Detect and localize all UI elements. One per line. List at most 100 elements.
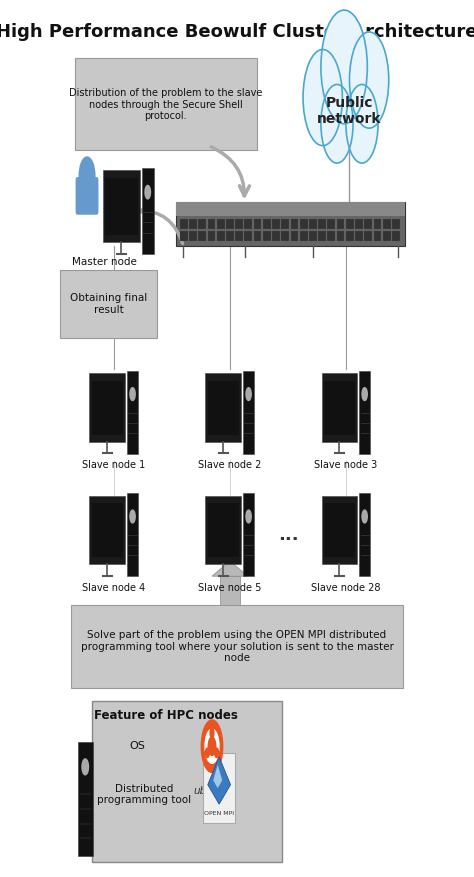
FancyBboxPatch shape [374,232,382,241]
Circle shape [362,388,367,401]
FancyBboxPatch shape [180,232,188,241]
FancyBboxPatch shape [208,503,239,557]
Circle shape [210,729,214,738]
FancyBboxPatch shape [346,232,354,241]
FancyBboxPatch shape [337,219,345,229]
FancyBboxPatch shape [291,219,298,229]
FancyBboxPatch shape [374,219,382,229]
FancyBboxPatch shape [346,219,354,229]
Text: ...: ... [278,525,299,544]
FancyBboxPatch shape [321,496,357,565]
FancyBboxPatch shape [198,232,206,241]
FancyBboxPatch shape [254,219,262,229]
Text: Slave node 2: Slave node 2 [198,460,262,470]
FancyBboxPatch shape [383,232,391,241]
Text: Solve part of the problem using the OPEN MPI distributed
programming tool where : Solve part of the problem using the OPEN… [81,630,393,663]
FancyBboxPatch shape [74,58,256,150]
Circle shape [246,388,251,401]
FancyBboxPatch shape [127,494,138,576]
Circle shape [346,84,378,163]
FancyBboxPatch shape [180,219,188,229]
FancyBboxPatch shape [318,219,326,229]
FancyBboxPatch shape [282,219,289,229]
FancyBboxPatch shape [208,232,215,241]
Circle shape [321,84,353,163]
Text: Slave node 28: Slave node 28 [311,582,381,593]
FancyBboxPatch shape [365,219,372,229]
Circle shape [215,748,219,758]
Circle shape [362,510,367,523]
FancyBboxPatch shape [226,219,234,229]
FancyBboxPatch shape [359,371,370,453]
Polygon shape [208,757,230,804]
FancyBboxPatch shape [198,219,206,229]
Circle shape [349,32,389,128]
Circle shape [79,157,95,196]
FancyBboxPatch shape [92,701,282,862]
FancyBboxPatch shape [337,232,345,241]
Text: Slave node 1: Slave node 1 [82,460,146,470]
FancyBboxPatch shape [392,232,400,241]
Polygon shape [212,561,248,576]
FancyBboxPatch shape [282,232,289,241]
Circle shape [246,510,251,523]
FancyBboxPatch shape [105,178,137,235]
Text: Obtaining final
result: Obtaining final result [70,293,147,315]
FancyBboxPatch shape [142,168,154,254]
Text: Feature of HPC nodes: Feature of HPC nodes [94,709,237,722]
FancyBboxPatch shape [245,219,252,229]
FancyBboxPatch shape [76,177,99,215]
FancyBboxPatch shape [328,232,335,241]
FancyBboxPatch shape [365,232,372,241]
Circle shape [321,11,367,124]
FancyBboxPatch shape [328,219,335,229]
FancyBboxPatch shape [243,494,254,576]
FancyBboxPatch shape [127,371,138,453]
Text: Public
network: Public network [317,96,382,125]
Text: Master node: Master node [73,257,137,267]
FancyBboxPatch shape [208,219,215,229]
FancyBboxPatch shape [189,219,197,229]
Circle shape [205,729,219,763]
FancyBboxPatch shape [300,219,308,229]
FancyBboxPatch shape [263,232,271,241]
Circle shape [130,510,135,523]
Polygon shape [213,765,222,788]
FancyBboxPatch shape [272,232,280,241]
FancyBboxPatch shape [355,232,363,241]
Text: Distributed
programming tool: Distributed programming tool [97,783,191,805]
FancyBboxPatch shape [243,371,254,453]
FancyBboxPatch shape [91,503,123,557]
FancyBboxPatch shape [217,219,225,229]
FancyBboxPatch shape [321,374,357,442]
FancyBboxPatch shape [235,219,243,229]
Text: OPEN MPI: OPEN MPI [204,811,234,816]
Circle shape [145,185,150,199]
Circle shape [205,748,210,758]
FancyBboxPatch shape [309,219,317,229]
Circle shape [208,737,216,755]
Text: Distribution of the problem to the slave
nodes through the Secure Shell
protocol: Distribution of the problem to the slave… [69,88,262,121]
FancyBboxPatch shape [226,232,234,241]
FancyBboxPatch shape [90,496,125,565]
FancyBboxPatch shape [324,381,355,435]
FancyBboxPatch shape [206,374,241,442]
FancyBboxPatch shape [324,503,355,557]
FancyBboxPatch shape [392,219,400,229]
FancyBboxPatch shape [176,203,405,216]
Circle shape [130,388,135,401]
FancyBboxPatch shape [300,232,308,241]
Circle shape [201,720,223,773]
FancyBboxPatch shape [383,219,391,229]
Text: Slave node 5: Slave node 5 [198,582,262,593]
FancyBboxPatch shape [71,604,403,688]
Circle shape [82,759,89,774]
FancyBboxPatch shape [291,232,298,241]
Text: ubuntu: ubuntu [193,786,231,795]
FancyBboxPatch shape [189,232,197,241]
FancyBboxPatch shape [91,381,123,435]
FancyBboxPatch shape [176,203,405,246]
FancyBboxPatch shape [355,219,363,229]
Circle shape [303,49,342,146]
FancyBboxPatch shape [309,232,317,241]
